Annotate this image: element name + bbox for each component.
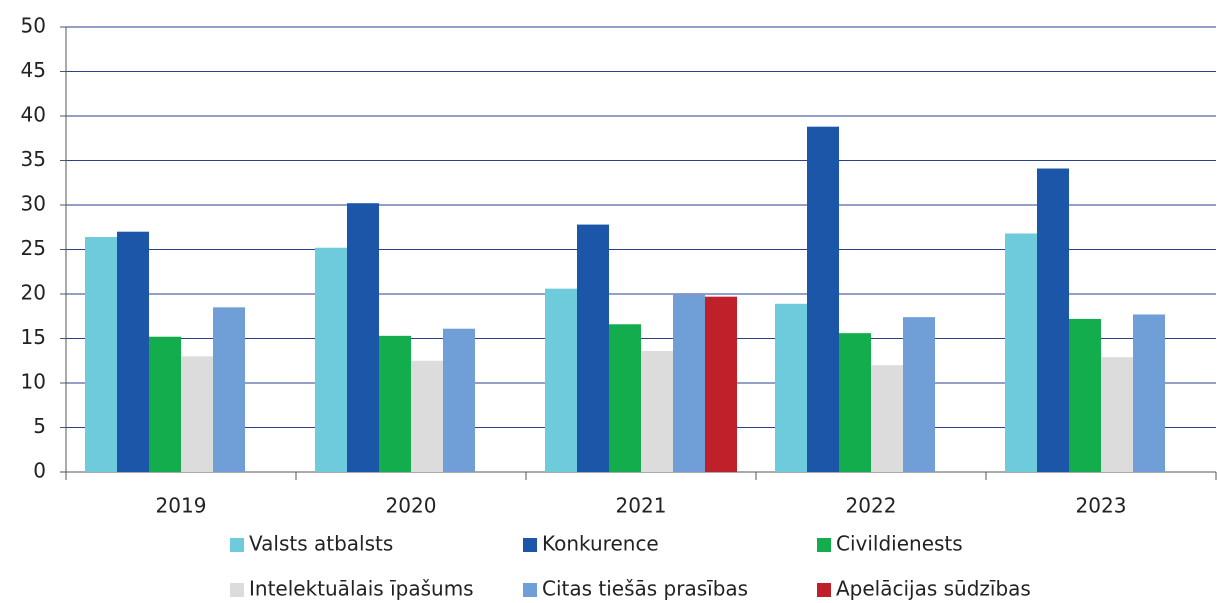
y-tick-label: 15 xyxy=(21,325,46,349)
y-tick-label: 40 xyxy=(21,103,46,127)
bar xyxy=(213,307,245,472)
legend-swatch xyxy=(523,538,537,552)
bar xyxy=(1005,233,1037,472)
x-tick-label: 2022 xyxy=(846,494,897,518)
bar xyxy=(1037,168,1069,472)
y-tick-label: 0 xyxy=(33,459,46,483)
y-tick-label: 30 xyxy=(21,192,46,216)
bar xyxy=(181,356,213,472)
bar xyxy=(609,324,641,472)
x-tick-label: 2023 xyxy=(1076,494,1127,518)
bar xyxy=(315,247,347,472)
bar xyxy=(85,237,117,472)
bar xyxy=(1069,318,1101,472)
bar xyxy=(347,203,379,472)
bar xyxy=(577,224,609,472)
bar xyxy=(379,335,411,472)
x-tick-label: 2019 xyxy=(156,494,207,518)
legend-swatch xyxy=(523,583,537,597)
legend-label: Valsts atbalsts xyxy=(249,532,393,556)
bar xyxy=(149,336,181,472)
legend-label: Civildienests xyxy=(836,532,963,556)
bar xyxy=(117,231,149,472)
x-tick-label: 2020 xyxy=(386,494,437,518)
bar xyxy=(1133,314,1165,472)
bar xyxy=(705,296,737,472)
y-tick-label: 25 xyxy=(21,236,46,260)
bar xyxy=(1101,357,1133,472)
bar xyxy=(443,328,475,472)
legend-label: Intelektuālais īpašums xyxy=(249,577,474,601)
bar xyxy=(545,288,577,472)
y-tick-label: 35 xyxy=(21,147,46,171)
bar xyxy=(871,365,903,472)
x-tick-label: 2021 xyxy=(616,494,667,518)
bar xyxy=(411,360,443,472)
legend-swatch xyxy=(817,583,831,597)
legend-label: Citas tiešās prasības xyxy=(542,577,748,601)
legend-label: Konkurence xyxy=(542,532,659,556)
bar xyxy=(807,126,839,473)
bar xyxy=(673,294,705,472)
bar xyxy=(775,303,807,472)
bar xyxy=(641,350,673,472)
y-tick-label: 20 xyxy=(21,281,46,305)
y-tick-label: 50 xyxy=(21,14,46,38)
bar xyxy=(903,317,935,472)
legend-swatch xyxy=(230,583,244,597)
y-tick-label: 10 xyxy=(21,370,46,394)
legend-swatch xyxy=(817,538,831,552)
y-tick-label: 45 xyxy=(21,58,46,82)
bar xyxy=(839,333,871,472)
y-tick-label: 5 xyxy=(33,414,46,438)
legend-swatch xyxy=(230,538,244,552)
legend-label: Apelācijas sūdzības xyxy=(836,577,1031,601)
